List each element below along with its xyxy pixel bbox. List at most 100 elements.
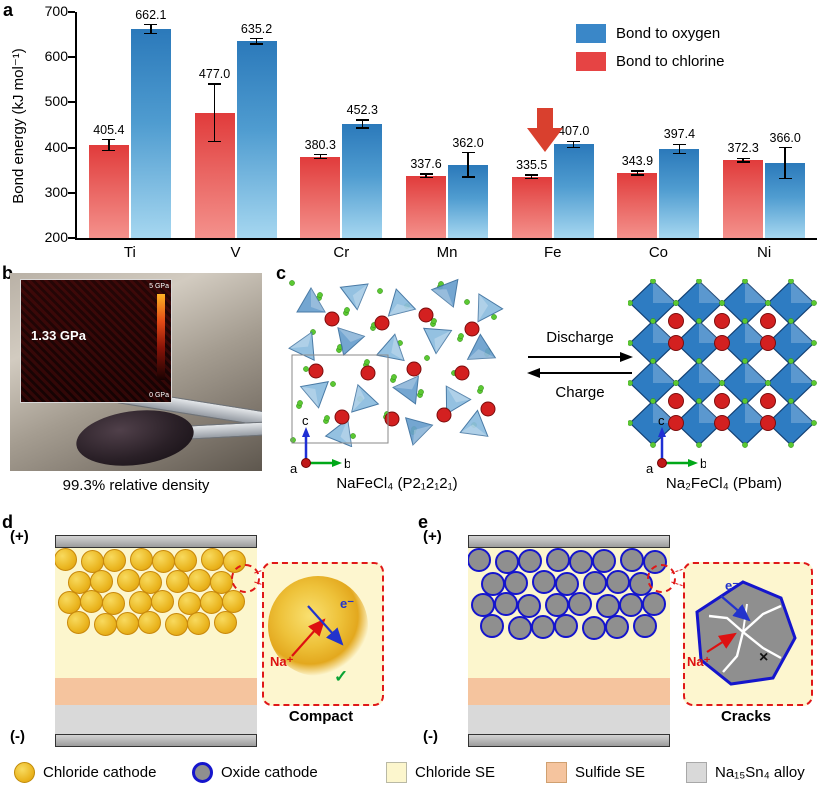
y-tick-mark — [68, 56, 75, 59]
v-oxygen-bar — [236, 41, 277, 238]
error-bar-cap — [778, 146, 792, 149]
bar-value-label: 452.3 — [346, 102, 378, 117]
chloride-cathode-particle — [137, 611, 161, 634]
error-bar — [530, 174, 533, 179]
hardness-value: 1.33 GPa — [31, 328, 86, 343]
na-ion-label: Na⁺ — [270, 654, 294, 669]
chloride-cathode-particle — [152, 550, 175, 573]
co-oxygen-bar — [659, 148, 700, 238]
cracks-inset: e⁻ Na⁺ × — [683, 562, 813, 706]
chloride-cathode-particle — [80, 590, 103, 613]
positive-terminal: (+) — [10, 528, 29, 545]
y-tick-label: 200 — [44, 229, 68, 245]
cr-chlorine-bar — [300, 156, 341, 238]
bottom-legend: Chloride cathode Oxide cathode Chloride SE… — [0, 762, 826, 790]
error-bar — [213, 83, 216, 142]
y-tick-label: 300 — [44, 183, 68, 200]
bar-value-label: 366.0 — [769, 130, 801, 145]
error-bar-cap — [102, 138, 116, 141]
oxide-cathode-particle — [494, 592, 518, 616]
ti-chlorine-bar — [88, 145, 129, 238]
crack-line — [742, 604, 782, 633]
chloride-cathode-particle — [102, 592, 125, 615]
legend-item-chloride-se: Chloride SE — [386, 762, 495, 783]
sulfide-se-layer — [468, 678, 670, 705]
highlight-down-arrow-icon — [526, 108, 563, 152]
y-tick-mark — [68, 191, 75, 194]
electron-arrow-icon — [720, 595, 751, 622]
panel-a: a Bond energy (kJ mol⁻¹) 200 300 400 500 600… — [0, 0, 826, 262]
legend-item-label: Sulfide SE — [575, 764, 646, 781]
chloride-cathode-particle — [186, 612, 210, 635]
chloride-cathode-particle — [174, 549, 197, 572]
cracks-caption: Cracks — [720, 708, 772, 725]
right-structure-label: Na₂FeCl₄ (Pbam) — [665, 475, 783, 492]
chloride-cathode-particle — [138, 571, 162, 594]
electron-label: e⁻ — [340, 596, 354, 611]
current-collector-bottom — [55, 734, 257, 747]
chloride-cathode-particle — [200, 591, 223, 614]
error-bar — [108, 139, 110, 151]
cross-icon: × — [759, 649, 768, 666]
axis-c-label: c — [658, 415, 665, 428]
axis-c-label: c — [302, 415, 309, 428]
ni-chlorine-bar — [723, 160, 764, 238]
axis-a-label: a — [290, 461, 298, 476]
axis-triad-left: c b a — [290, 415, 350, 476]
charge-label: Charge — [555, 384, 605, 401]
current-collector-bottom — [468, 734, 670, 747]
x-category-label: Cr — [333, 244, 350, 261]
x-category-label: Co — [648, 244, 669, 261]
oxide-cathode-layer — [468, 548, 670, 644]
hardness-map-inset: 1.33 GPa 5 GPa 0 GPa — [20, 279, 172, 403]
chloride-cathode-particle — [165, 570, 189, 593]
y-tick-mark — [68, 11, 75, 13]
oxide-cathode-particle — [554, 614, 579, 638]
sulfide-se-layer — [55, 678, 257, 705]
error-bar-cap — [461, 151, 475, 154]
y-tick-label: 500 — [44, 93, 68, 110]
discharge-label: Discharge — [546, 329, 614, 346]
oxide-cathode-particle — [545, 593, 569, 617]
legend-label: Bond to oxygen — [616, 25, 721, 42]
bar-value-label: 335.5 — [516, 157, 548, 172]
panel-c: c Discharge Charge c b a — [272, 263, 826, 510]
legend-item-label: Chloride SE — [415, 764, 496, 781]
zoom-highlight-circle — [231, 564, 260, 593]
error-bar-cap — [355, 119, 369, 121]
electron-arrow-icon — [307, 605, 344, 646]
oxide-cathode-particle — [606, 570, 631, 594]
oxide-cathode-particle — [583, 571, 608, 595]
compact-particle-diagram: Na⁺ e⁻ ✓ — [268, 576, 368, 686]
colorbar-min-label: 0 GPa — [149, 392, 169, 399]
error-bar — [255, 38, 258, 44]
panel-letter-d: d — [2, 512, 13, 532]
axis-a-label: a — [646, 461, 654, 476]
fe-oxygen-bar — [553, 144, 594, 238]
bar-value-label: 380.3 — [304, 137, 336, 152]
y-tick-label: 400 — [44, 138, 68, 155]
panel-e: e (+) — [413, 510, 826, 762]
crack-line — [708, 614, 744, 633]
panel-letter-e: e — [418, 512, 429, 532]
oxide-cathode-particle — [517, 594, 541, 618]
chloride-cathode-particle — [164, 613, 188, 636]
error-bar-cap — [778, 177, 792, 180]
cell-stack-chloride — [55, 535, 257, 747]
cr-oxygen-bar — [342, 123, 383, 238]
error-bar-cap — [672, 143, 686, 145]
cracked-particle-diagram: e⁻ Na⁺ × — [687, 578, 797, 686]
current-collector-top — [55, 535, 257, 548]
co-chlorine-bar — [617, 172, 658, 238]
error-bar-cap — [736, 157, 750, 160]
error-bar-cap — [250, 43, 264, 45]
error-bar — [678, 144, 681, 154]
error-bar-cap — [630, 170, 644, 172]
chloride-cathode-swatch — [14, 762, 35, 783]
oxide-cathode-particle — [642, 592, 666, 616]
chloride-cathode-particle — [89, 570, 113, 593]
y-tick-label: 700 — [44, 3, 68, 19]
hardness-colorbar — [157, 294, 165, 380]
chart-legend: Bond to oxygen Bond to chlorine — [576, 24, 724, 80]
